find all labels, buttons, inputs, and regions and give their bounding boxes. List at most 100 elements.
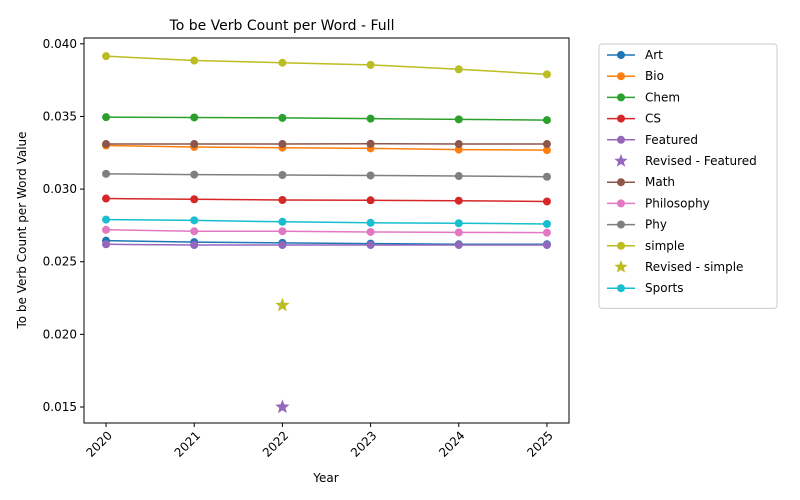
data-point [102, 140, 111, 149]
data-point [542, 146, 551, 155]
data-point [190, 170, 199, 179]
data-point [366, 227, 375, 236]
plot-area [83, 37, 570, 424]
data-point [190, 140, 199, 149]
x-tick-label: 2022 [260, 428, 291, 459]
legend-marker-swatch [617, 199, 625, 208]
legend-star-swatch [614, 260, 628, 273]
legend-item: Chem [607, 90, 680, 104]
legend-marker-swatch [617, 241, 625, 250]
data-point [542, 228, 551, 237]
data-point [102, 215, 111, 224]
data-point [190, 227, 199, 236]
data-point [278, 171, 287, 180]
y-tick-label: 0.040 [43, 37, 77, 51]
data-point [542, 241, 551, 250]
legend-label: Bio [645, 69, 664, 83]
y-tick-label: 0.035 [43, 109, 77, 123]
data-point [454, 172, 463, 181]
x-tick-label: 2025 [524, 428, 555, 459]
data-point [542, 116, 551, 125]
x-axis: 2020 2021 2022 2023 2024 2025 [83, 423, 556, 460]
x-tick-label: 2024 [436, 428, 467, 459]
data-point [454, 140, 463, 149]
data-point [102, 169, 111, 178]
legend-item: Phy [607, 218, 667, 232]
data-point [454, 145, 463, 154]
series-revised-featured [275, 399, 290, 414]
data-point [190, 216, 199, 225]
x-tick-label: 2023 [348, 428, 379, 459]
data-point [542, 197, 551, 206]
data-point [190, 241, 199, 250]
legend-item: Revised - Featured [614, 154, 757, 168]
legend-marker-swatch [617, 135, 625, 144]
data-point [366, 196, 375, 205]
legend-item: simple [607, 239, 685, 253]
series-featured [102, 240, 551, 250]
series-line [106, 173, 547, 178]
data-point [542, 219, 551, 228]
chart-title: To be Verb Count per Word - Full [169, 18, 395, 34]
y-tick-label: 0.025 [43, 255, 77, 269]
data-point [454, 241, 463, 250]
data-point [366, 171, 375, 180]
legend-marker-swatch [617, 220, 625, 229]
data-point [102, 113, 111, 122]
data-point [542, 172, 551, 181]
y-tick-label: 0.015 [43, 400, 77, 414]
series-math [102, 139, 551, 149]
x-axis-label: Year [312, 471, 338, 485]
legend-marker-swatch [617, 178, 625, 187]
legend-star-swatch [614, 154, 628, 167]
legend-label: CS [645, 112, 661, 126]
legend-label: simple [645, 239, 685, 253]
data-point [102, 52, 111, 61]
data-point [278, 58, 287, 67]
legend: Art Bio Chem CS Featured Revised - Featured Ma… [598, 43, 778, 309]
series-chem [102, 113, 551, 125]
data-point [102, 194, 111, 203]
legend-item: Math [607, 175, 675, 189]
data-point [454, 65, 463, 74]
series-line [106, 144, 547, 151]
series-line [106, 218, 547, 225]
series-phy [102, 169, 551, 181]
data-point [190, 56, 199, 65]
legend-box [598, 43, 778, 309]
legend-label: Phy [645, 218, 667, 232]
legend-item: Sports [607, 281, 683, 295]
legend-marker-swatch [617, 72, 625, 81]
legend-item: Revised - simple [614, 260, 743, 274]
series-sports [102, 215, 551, 228]
legend-label: Revised - simple [645, 260, 743, 274]
legend-label: Philosophy [645, 196, 710, 210]
legend-item: Featured [607, 133, 698, 147]
legend-label: Art [645, 48, 663, 62]
data-point [542, 70, 551, 79]
series-revised-simple [275, 297, 290, 312]
data-point [366, 60, 375, 69]
data-point [278, 140, 287, 149]
data-point [542, 140, 551, 149]
data-point [454, 196, 463, 205]
legend-label: Sports [645, 281, 683, 295]
legend-item: Philosophy [607, 196, 710, 210]
legend-marker-swatch [617, 51, 625, 59]
data-point [190, 113, 199, 122]
x-tick-label: 2020 [83, 428, 114, 459]
legend-label: Chem [645, 90, 680, 104]
y-tick-label: 0.020 [43, 327, 77, 341]
legend-item: Art [607, 48, 663, 62]
data-point [366, 218, 375, 227]
legend-label: Revised - Featured [645, 154, 757, 168]
data-point [278, 195, 287, 204]
legend-marker-swatch [617, 93, 625, 102]
series-line [106, 239, 547, 246]
data-point [102, 225, 111, 234]
legend-item: Bio [607, 69, 664, 83]
series-line [106, 55, 547, 76]
data-point [190, 195, 199, 204]
x-tick-label: 2021 [172, 428, 203, 459]
